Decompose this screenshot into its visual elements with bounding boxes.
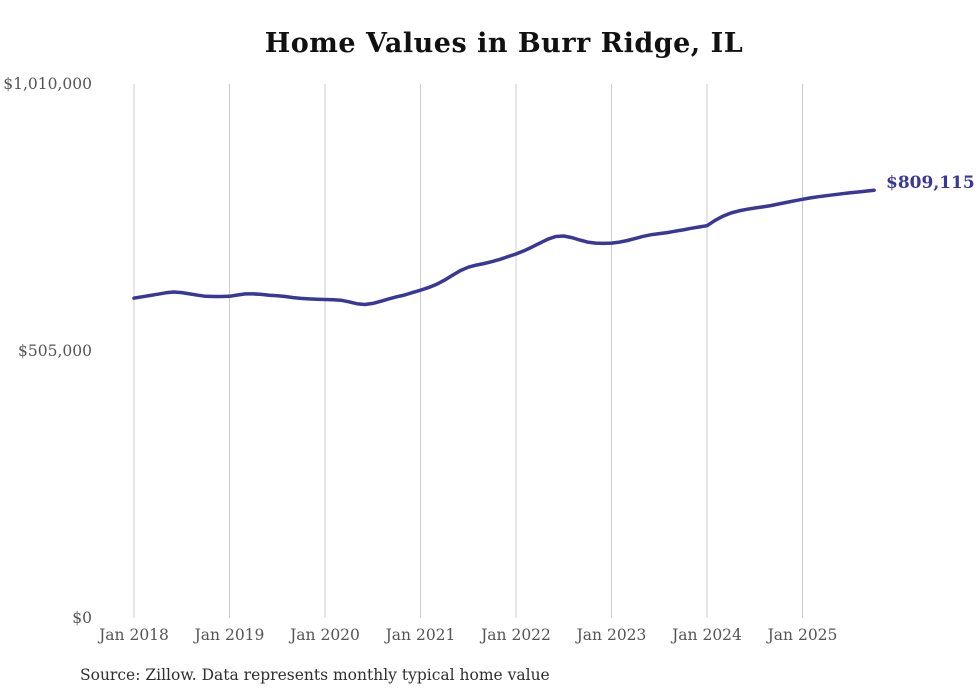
home-value-line [132,188,876,307]
x-tick-label: Jan 2025 [766,626,838,644]
latest-value-label: $809,115 [886,173,975,193]
x-tick-label: Jan 2022 [479,626,551,644]
y-tick-label: $1,010,000 [3,75,92,93]
x-tick-label: Jan 2023 [575,626,647,644]
y-tick-label: $505,000 [18,342,92,360]
x-tick-label: Jan 2020 [288,626,360,644]
x-tick-label: Jan 2024 [670,626,742,644]
chart-title: Home Values in Burr Ridge, IL [264,28,744,59]
source-attribution: Source: Zillow. Data represents monthly … [80,666,550,684]
x-tick-label: Jan 2018 [97,626,169,644]
x-tick-label: Jan 2019 [193,626,265,644]
y-tick-label: $0 [72,609,92,627]
x-tick-label: Jan 2021 [384,626,456,644]
